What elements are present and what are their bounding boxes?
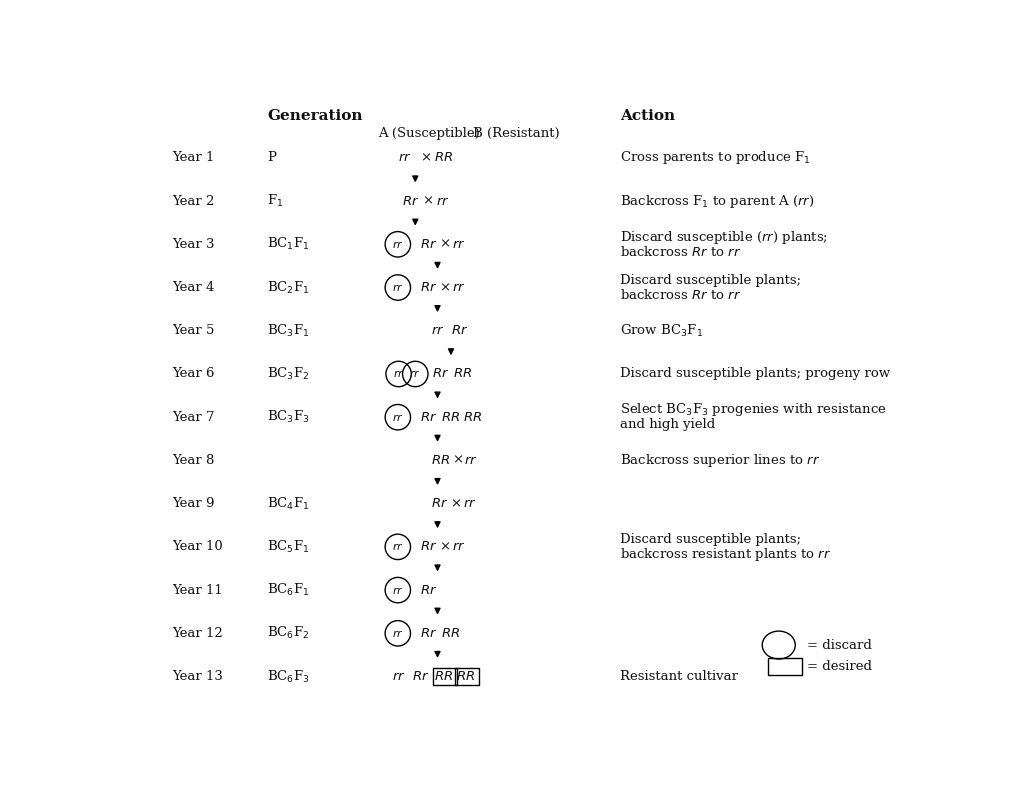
- Bar: [455, 668, 479, 685]
- Text: backcross resistant plants to $rr$: backcross resistant plants to $rr$: [620, 545, 831, 563]
- Text: Resistant cultivar: Resistant cultivar: [620, 670, 738, 683]
- Bar: [433, 668, 457, 685]
- Text: B (Resistant): B (Resistant): [473, 127, 560, 140]
- Text: BC$_4$F$_1$: BC$_4$F$_1$: [267, 496, 309, 512]
- Text: $Rr$: $Rr$: [420, 281, 437, 294]
- Text: BC$_2$F$_1$: BC$_2$F$_1$: [267, 280, 309, 296]
- Text: $Rr$: $Rr$: [451, 325, 468, 337]
- Text: ×: ×: [452, 454, 463, 467]
- Text: $rr$: $rr$: [393, 369, 404, 380]
- Text: $rr$: $rr$: [452, 281, 465, 294]
- Text: Year 9: Year 9: [172, 498, 214, 510]
- Text: $Rr$: $Rr$: [432, 368, 450, 380]
- Text: BC$_6$F$_2$: BC$_6$F$_2$: [267, 626, 309, 641]
- Text: $rr$: $rr$: [397, 152, 412, 164]
- Text: Year 13: Year 13: [172, 670, 222, 683]
- Text: Year 12: Year 12: [172, 626, 222, 640]
- Text: $RR$: $RR$: [440, 626, 460, 640]
- Text: Year 7: Year 7: [172, 411, 214, 424]
- Text: Year 5: Year 5: [172, 325, 214, 337]
- Text: Year 10: Year 10: [172, 540, 222, 553]
- Text: Backcross F$_1$ to parent A ($rr$): Backcross F$_1$ to parent A ($rr$): [620, 193, 814, 210]
- Text: Discard susceptible plants;: Discard susceptible plants;: [620, 533, 801, 546]
- Text: Discard susceptible ($rr$) plants;: Discard susceptible ($rr$) plants;: [620, 229, 828, 245]
- Text: Grow BC$_3$F$_1$: Grow BC$_3$F$_1$: [620, 323, 703, 339]
- Text: ×: ×: [423, 195, 433, 208]
- Text: $Rr$: $Rr$: [420, 583, 437, 597]
- Text: $RR$: $RR$: [440, 411, 460, 424]
- Text: Year 2: Year 2: [172, 195, 214, 208]
- Text: $rr$: $rr$: [392, 412, 403, 423]
- Text: and high yield: and high yield: [620, 418, 716, 431]
- Text: $Rr$: $Rr$: [420, 411, 437, 424]
- Text: ×: ×: [439, 540, 451, 553]
- Text: $Rr$: $Rr$: [420, 238, 437, 251]
- Text: Year 3: Year 3: [172, 238, 214, 251]
- Text: $rr$: $rr$: [452, 238, 465, 251]
- Text: Action: Action: [620, 108, 675, 123]
- Text: Backcross superior lines to $rr$: Backcross superior lines to $rr$: [620, 452, 820, 469]
- Text: BC$_3$F$_1$: BC$_3$F$_1$: [267, 323, 309, 339]
- Text: $RR$: $RR$: [454, 368, 472, 380]
- Text: $rr$: $rr$: [463, 498, 476, 510]
- Text: = desired: = desired: [807, 659, 871, 673]
- Text: $Rr$: $Rr$: [420, 540, 437, 553]
- Text: $rr$: $rr$: [410, 369, 421, 380]
- Text: $Rr$: $Rr$: [412, 670, 429, 683]
- Text: Discard susceptible plants;: Discard susceptible plants;: [620, 274, 801, 287]
- Text: Year 6: Year 6: [172, 368, 214, 380]
- Text: $rr$: $rr$: [392, 628, 403, 639]
- Text: BC$_6$F$_1$: BC$_6$F$_1$: [267, 582, 309, 598]
- Text: $Rr$: $Rr$: [401, 195, 419, 208]
- Text: $rr$: $rr$: [436, 195, 450, 208]
- Text: ×: ×: [439, 281, 451, 294]
- Text: BC$_3$F$_3$: BC$_3$F$_3$: [267, 410, 309, 425]
- Text: BC$_1$F$_1$: BC$_1$F$_1$: [267, 237, 309, 252]
- Text: $rr$: $rr$: [431, 325, 444, 337]
- Text: $rr$: $rr$: [465, 454, 478, 467]
- Text: Discard susceptible plants; progeny row: Discard susceptible plants; progeny row: [620, 368, 890, 380]
- Text: $rr$: $rr$: [452, 540, 465, 553]
- Text: = discard: = discard: [807, 638, 871, 652]
- Bar: [768, 658, 802, 674]
- Text: BC$_5$F$_1$: BC$_5$F$_1$: [267, 539, 309, 555]
- Text: $Rr$: $Rr$: [431, 498, 449, 510]
- Text: BC$_6$F$_3$: BC$_6$F$_3$: [267, 668, 309, 685]
- Text: $rr$: $rr$: [392, 670, 406, 683]
- Text: F$_1$: F$_1$: [267, 193, 284, 209]
- Text: A (Susceptible): A (Susceptible): [378, 127, 479, 140]
- Text: backcross $Rr$ to $rr$: backcross $Rr$ to $rr$: [620, 288, 741, 302]
- Text: backcross $Rr$ to $rr$: backcross $Rr$ to $rr$: [620, 244, 741, 259]
- Text: Select BC$_3$F$_3$ progenies with resistance: Select BC$_3$F$_3$ progenies with resist…: [620, 402, 887, 418]
- Text: $rr$: $rr$: [392, 585, 403, 596]
- Text: $Rr$: $Rr$: [420, 626, 437, 640]
- Text: $RR$: $RR$: [456, 670, 475, 683]
- Text: Year 1: Year 1: [172, 152, 214, 164]
- Text: $RR$: $RR$: [431, 454, 451, 467]
- Text: $rr$: $rr$: [392, 239, 403, 250]
- Text: $RR$: $RR$: [463, 411, 482, 424]
- Text: Year 11: Year 11: [172, 583, 222, 597]
- Text: ×: ×: [439, 238, 451, 251]
- Text: ×: ×: [420, 152, 431, 164]
- Text: Generation: Generation: [267, 108, 362, 123]
- Text: Year 4: Year 4: [172, 281, 214, 294]
- Text: $rr$: $rr$: [392, 542, 403, 553]
- Text: ×: ×: [451, 498, 462, 510]
- Text: P: P: [267, 152, 275, 164]
- Text: BC$_3$F$_2$: BC$_3$F$_2$: [267, 366, 309, 382]
- Text: $RR$: $RR$: [433, 152, 453, 164]
- Text: Cross parents to produce F$_1$: Cross parents to produce F$_1$: [620, 149, 811, 167]
- Text: Year 8: Year 8: [172, 454, 214, 467]
- Text: $RR$: $RR$: [433, 670, 453, 683]
- Text: $rr$: $rr$: [392, 282, 403, 293]
